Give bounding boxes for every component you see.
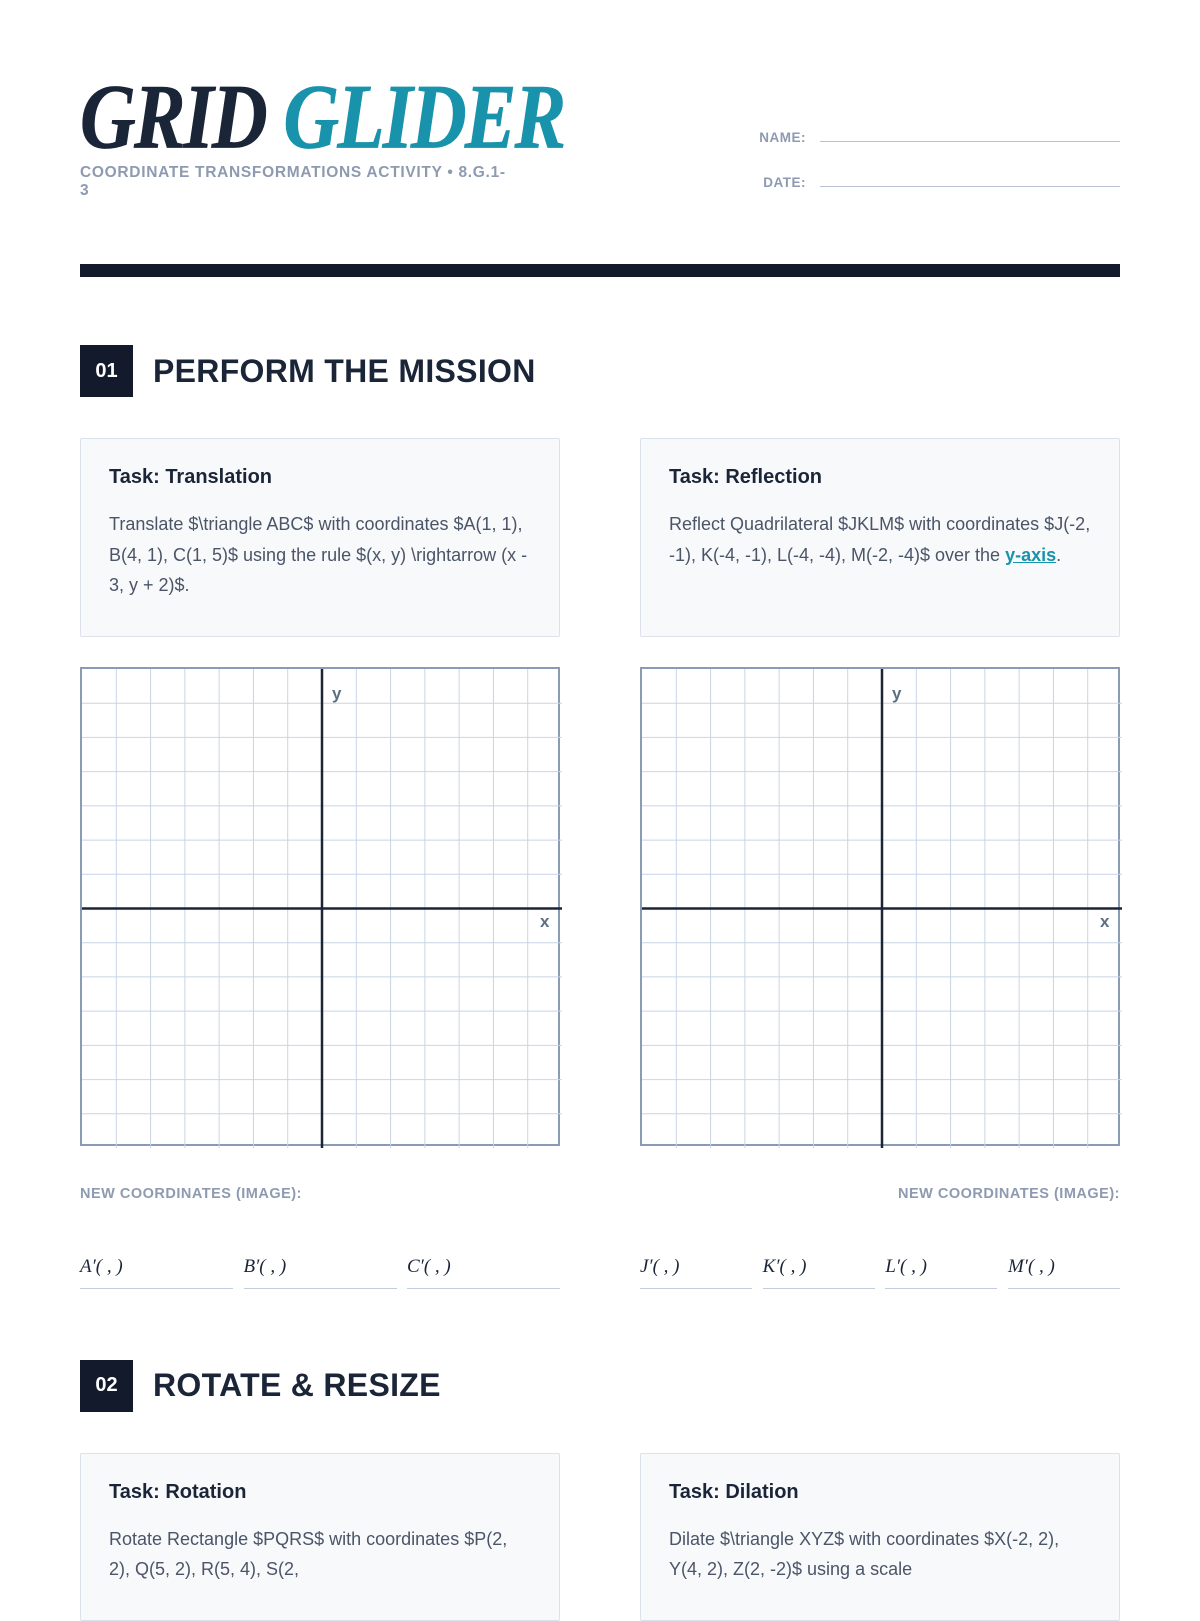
svg-text:y: y	[892, 684, 902, 703]
svg-text:x: x	[540, 912, 550, 931]
svg-text:x: x	[1100, 912, 1110, 931]
svg-text:y: y	[332, 684, 342, 703]
